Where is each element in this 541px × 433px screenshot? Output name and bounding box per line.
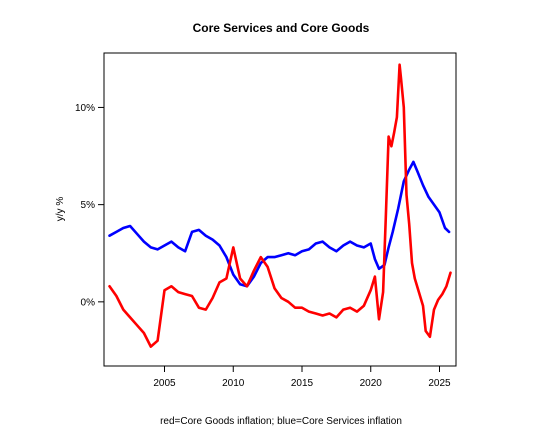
y-tick-label: 5% (81, 200, 96, 211)
x-tick-label: 2010 (222, 378, 245, 389)
y-tick-label: 10% (75, 103, 95, 114)
chart-title: Core Services and Core Goods (193, 21, 370, 35)
plot-frame (103, 52, 457, 367)
x-tick-label: 2025 (428, 378, 451, 389)
series-layer (108, 63, 452, 348)
series-line-core-services (108, 160, 451, 288)
y-tick-label: 0% (81, 297, 96, 308)
series-line-core-goods (108, 63, 452, 348)
x-tick-label: 2005 (153, 378, 176, 389)
x-axis: 2005 2010 2015 2020 2025 (153, 366, 451, 389)
x-tick-label: 2015 (291, 378, 314, 389)
y-axis: 0% 5% 10% (75, 103, 104, 308)
x-axis-label: red=Core Goods inflation; blue=Core Serv… (160, 416, 402, 427)
x-tick-label: 2020 (360, 378, 383, 389)
y-axis-label: y/y % (55, 197, 66, 222)
